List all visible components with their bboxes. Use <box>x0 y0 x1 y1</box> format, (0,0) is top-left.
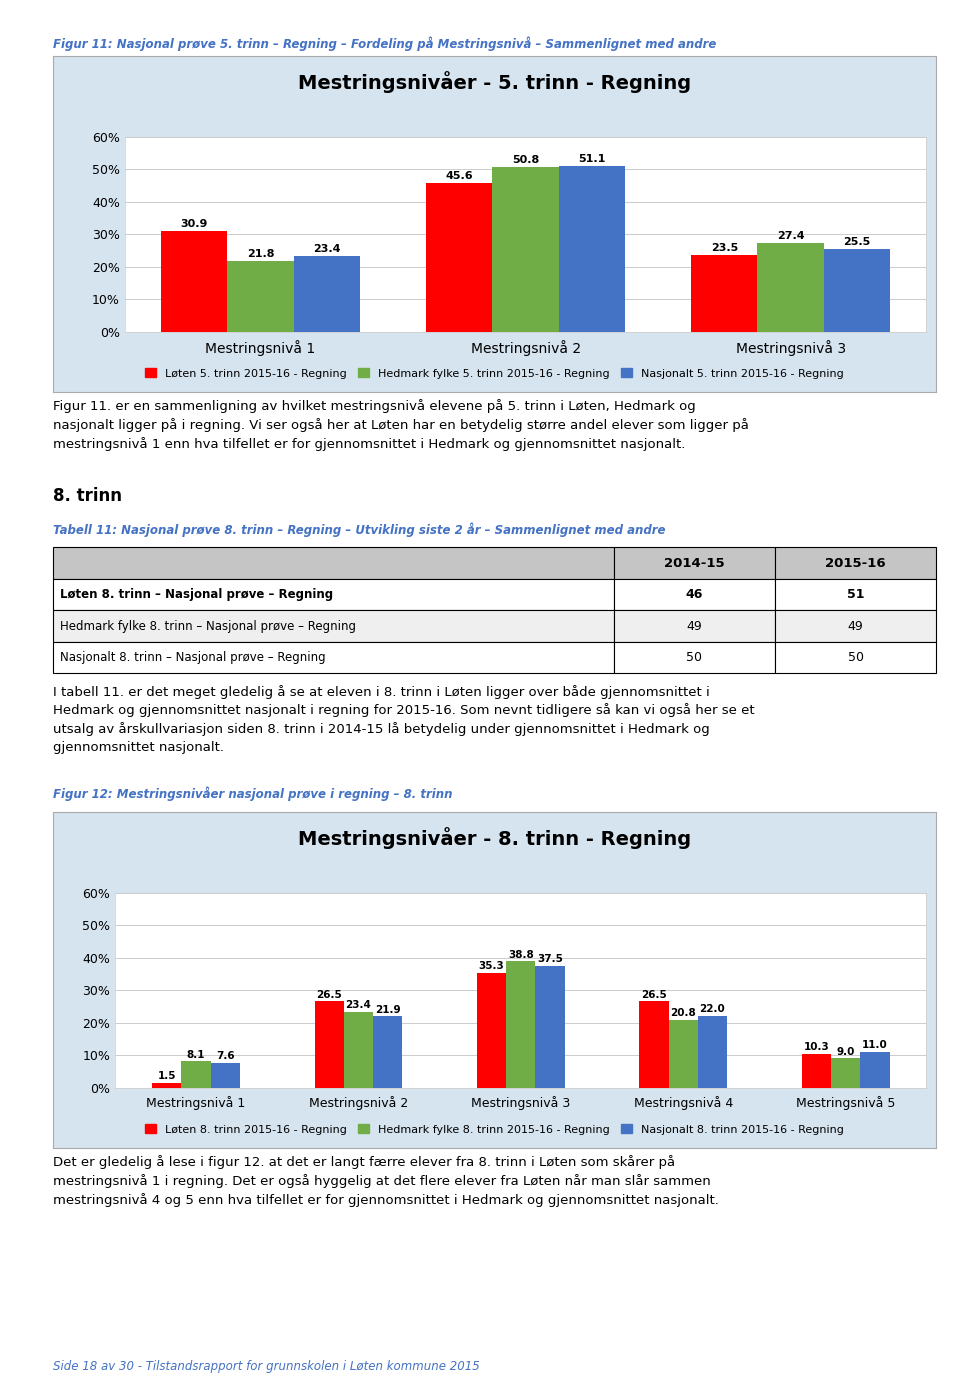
Text: 2014-15: 2014-15 <box>664 557 725 570</box>
Text: 8.1: 8.1 <box>186 1050 205 1060</box>
Bar <box>426 183 492 332</box>
Bar <box>776 641 936 673</box>
Text: 35.3: 35.3 <box>479 962 504 972</box>
Text: Figur 11: Nasjonal prøve 5. trinn – Regning – Fordeling på Mestringsnivå – Samme: Figur 11: Nasjonal prøve 5. trinn – Regn… <box>53 36 716 50</box>
Bar <box>228 260 294 332</box>
Bar <box>776 547 936 580</box>
Bar <box>53 580 613 610</box>
Bar <box>776 610 936 641</box>
Text: 7.6: 7.6 <box>216 1051 234 1061</box>
Text: Side 18 av 30 - Tilstandsrapport for grunnskolen i Løten kommune 2015: Side 18 av 30 - Tilstandsrapport for gru… <box>53 1359 480 1373</box>
Bar <box>613 641 776 673</box>
Bar <box>492 167 559 332</box>
Bar <box>860 1051 890 1088</box>
Bar <box>559 165 625 332</box>
Bar <box>161 231 228 332</box>
Text: 46: 46 <box>685 588 703 601</box>
Text: Det er gledelig å lese i figur 12. at det er langt færre elever fra 8. trinn i L: Det er gledelig å lese i figur 12. at de… <box>53 1155 719 1207</box>
Text: 50: 50 <box>686 651 703 664</box>
Text: 23.4: 23.4 <box>346 1000 372 1009</box>
Text: Tabell 11: Nasjonal prøve 8. trinn – Regning – Utvikling siste 2 år – Sammenlign: Tabell 11: Nasjonal prøve 8. trinn – Reg… <box>53 522 665 536</box>
Bar <box>698 1016 727 1088</box>
Bar <box>344 1012 373 1088</box>
Bar <box>373 1016 402 1088</box>
Text: 2015-16: 2015-16 <box>826 557 886 570</box>
Bar <box>53 547 613 580</box>
Text: 9.0: 9.0 <box>836 1047 854 1057</box>
Text: 8. trinn: 8. trinn <box>53 487 122 505</box>
Text: Løten 8. trinn – Nasjonal prøve – Regning: Løten 8. trinn – Nasjonal prøve – Regnin… <box>60 588 333 601</box>
Bar <box>152 1082 181 1088</box>
Bar <box>613 610 776 641</box>
Bar <box>53 641 613 673</box>
Bar <box>181 1061 210 1088</box>
Legend: Løten 5. trinn 2015-16 - Regning, Hedmark fylke 5. trinn 2015-16 - Regning, Nasj: Løten 5. trinn 2015-16 - Regning, Hedmar… <box>141 364 848 384</box>
Text: 11.0: 11.0 <box>862 1040 888 1050</box>
Text: Mestringsnivåer - 5. trinn - Regning: Mestringsnivåer - 5. trinn - Regning <box>298 71 691 94</box>
Text: 1.5: 1.5 <box>157 1071 176 1081</box>
Bar <box>506 962 536 1088</box>
Text: 23.4: 23.4 <box>313 244 341 253</box>
Bar <box>776 580 936 610</box>
Bar <box>831 1058 860 1088</box>
Text: Figur 12: Mestringsnivåer nasjonal prøve i regning – 8. trinn: Figur 12: Mestringsnivåer nasjonal prøve… <box>53 787 452 801</box>
Text: 51: 51 <box>847 588 864 601</box>
Text: 45.6: 45.6 <box>445 171 473 182</box>
Text: 37.5: 37.5 <box>537 953 563 965</box>
Bar <box>613 547 776 580</box>
Text: 22.0: 22.0 <box>700 1004 726 1015</box>
Text: Hedmark fylke 8. trinn – Nasjonal prøve – Regning: Hedmark fylke 8. trinn – Nasjonal prøve … <box>60 620 356 633</box>
Bar <box>613 580 776 610</box>
Text: 23.5: 23.5 <box>710 244 738 253</box>
Bar <box>802 1054 831 1088</box>
Text: 25.5: 25.5 <box>843 237 871 246</box>
Text: 26.5: 26.5 <box>641 990 667 1000</box>
Text: 49: 49 <box>686 620 703 633</box>
Text: 49: 49 <box>848 620 863 633</box>
Text: 26.5: 26.5 <box>316 990 342 1000</box>
Text: 21.9: 21.9 <box>374 1005 400 1015</box>
Text: 51.1: 51.1 <box>578 154 606 164</box>
Text: Nasjonalt 8. trinn – Nasjonal prøve – Regning: Nasjonalt 8. trinn – Nasjonal prøve – Re… <box>60 651 325 664</box>
Text: 10.3: 10.3 <box>804 1043 829 1053</box>
Bar <box>639 1001 668 1088</box>
Text: Mestringsnivåer - 8. trinn - Regning: Mestringsnivåer - 8. trinn - Regning <box>298 827 691 850</box>
Bar <box>757 242 824 332</box>
Bar <box>210 1063 240 1088</box>
Bar <box>691 255 757 332</box>
Legend: Løten 8. trinn 2015-16 - Regning, Hedmark fylke 8. trinn 2015-16 - Regning, Nasj: Løten 8. trinn 2015-16 - Regning, Hedmar… <box>140 1120 849 1140</box>
Bar <box>477 973 506 1088</box>
Bar <box>824 249 890 332</box>
Text: 50: 50 <box>848 651 864 664</box>
Text: 21.8: 21.8 <box>247 249 275 259</box>
Text: 38.8: 38.8 <box>508 949 534 960</box>
Text: 50.8: 50.8 <box>512 154 540 165</box>
Bar <box>536 966 564 1088</box>
Bar <box>53 610 613 641</box>
Text: 27.4: 27.4 <box>777 231 804 241</box>
Bar <box>315 1001 344 1088</box>
Bar <box>668 1021 698 1088</box>
Bar <box>294 256 360 332</box>
Text: 20.8: 20.8 <box>670 1008 696 1018</box>
Text: Figur 11. er en sammenligning av hvilket mestringsnivå elevene på 5. trinn i Løt: Figur 11. er en sammenligning av hvilket… <box>53 399 749 451</box>
Text: I tabell 11. er det meget gledelig å se at eleven i 8. trinn i Løten ligger over: I tabell 11. er det meget gledelig å se … <box>53 685 755 753</box>
Text: 30.9: 30.9 <box>180 220 208 230</box>
